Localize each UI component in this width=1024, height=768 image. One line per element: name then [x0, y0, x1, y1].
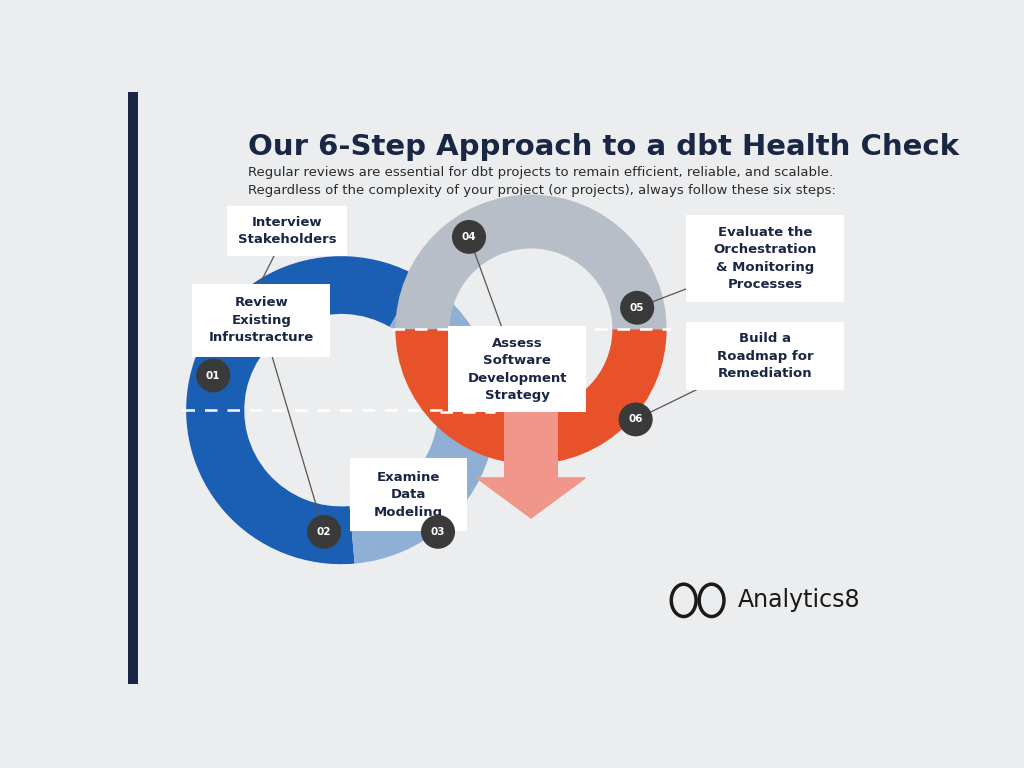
- Circle shape: [452, 220, 486, 254]
- Wedge shape: [186, 257, 419, 564]
- FancyBboxPatch shape: [686, 323, 845, 390]
- Text: Interview
Stakeholders: Interview Stakeholders: [238, 216, 336, 246]
- Text: 06: 06: [629, 415, 643, 425]
- Text: Regardless of the complexity of your project (or projects), always follow these : Regardless of the complexity of your pro…: [248, 184, 836, 197]
- FancyBboxPatch shape: [226, 206, 347, 256]
- Text: 05: 05: [630, 303, 644, 313]
- Text: Examine
Data
Modeling: Examine Data Modeling: [374, 471, 443, 519]
- FancyBboxPatch shape: [193, 283, 331, 356]
- Text: 02: 02: [316, 527, 332, 537]
- Text: Evaluate the
Orchestration
& Monitoring
Processes: Evaluate the Orchestration & Monitoring …: [714, 226, 817, 291]
- FancyBboxPatch shape: [349, 458, 467, 531]
- Circle shape: [197, 359, 230, 392]
- Text: Regular reviews are essential for dbt projects to remain efficient, reliable, an: Regular reviews are essential for dbt pr…: [248, 166, 834, 179]
- Text: Analytics8: Analytics8: [738, 588, 860, 612]
- Text: Our 6-Step Approach to a dbt Health Check: Our 6-Step Approach to a dbt Health Chec…: [248, 133, 959, 161]
- Bar: [504, 410, 558, 478]
- Polygon shape: [477, 478, 586, 518]
- Circle shape: [421, 515, 455, 549]
- Text: Build a
Roadmap for
Remediation: Build a Roadmap for Remediation: [717, 333, 813, 380]
- Circle shape: [621, 291, 654, 325]
- Text: 03: 03: [431, 527, 445, 537]
- Wedge shape: [395, 194, 667, 329]
- FancyBboxPatch shape: [686, 215, 845, 302]
- FancyBboxPatch shape: [449, 326, 586, 412]
- Text: 01: 01: [206, 370, 220, 380]
- Circle shape: [307, 515, 341, 549]
- Bar: [128, 92, 138, 684]
- Text: Review
Existing
Infrustracture: Review Existing Infrustracture: [209, 296, 314, 344]
- Circle shape: [618, 402, 652, 436]
- Text: 04: 04: [462, 232, 476, 242]
- Wedge shape: [395, 329, 667, 464]
- Text: Assess
Software
Development
Strategy: Assess Software Development Strategy: [467, 336, 567, 402]
- Wedge shape: [349, 276, 496, 564]
